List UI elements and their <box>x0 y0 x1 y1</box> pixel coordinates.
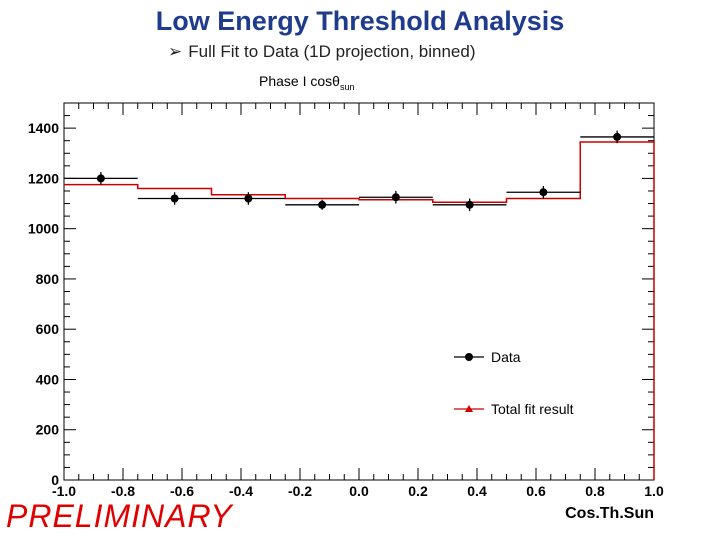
x-tick-label: 0.8 <box>585 483 605 499</box>
data-point <box>465 200 474 209</box>
slide-subtitle: ➢ Full Fit to Data (1D projection, binned… <box>168 42 476 62</box>
plot-frame <box>63 102 655 481</box>
data-point <box>539 188 548 197</box>
y-tick-label: 200 <box>36 422 60 438</box>
x-tick-label: -1.0 <box>52 483 76 499</box>
y-tick-label: 800 <box>36 271 60 287</box>
y-tick-label: 1400 <box>28 120 59 136</box>
y-tick-label: 0 <box>51 472 59 488</box>
bullet-arrow-icon: ➢ <box>168 42 183 61</box>
x-tick-label: 0.4 <box>467 483 487 499</box>
fit-step-line <box>64 141 655 480</box>
legend-data-marker <box>465 353 473 361</box>
y-tick-label: 400 <box>36 371 60 387</box>
legend-data-label: Data <box>491 349 521 365</box>
plot-title-main: Phase I cosθ <box>259 73 340 89</box>
y-tick-label: 1000 <box>28 221 59 237</box>
subtitle-text: Full Fit to Data (1D projection, binned) <box>188 42 476 61</box>
legend-fit-marker <box>465 405 473 412</box>
x-tick-label: 1.0 <box>644 483 664 499</box>
data-point <box>96 174 105 183</box>
legend-fit-label: Total fit result <box>491 401 574 417</box>
x-tick-label: 0.6 <box>526 483 546 499</box>
x-tick-label: -0.4 <box>229 483 253 499</box>
x-tick-label: -0.6 <box>170 483 194 499</box>
x-tick-label: -0.8 <box>111 483 135 499</box>
x-tick-label: 0.0 <box>349 483 369 499</box>
data-point <box>318 200 327 209</box>
data-point <box>613 132 622 141</box>
slide-title: Low Energy Threshold Analysis <box>155 6 565 36</box>
y-tick-label: 1200 <box>28 170 59 186</box>
plot-title: Phase I cosθsun <box>259 73 354 92</box>
x-tick-label: 0.2 <box>408 483 428 499</box>
preliminary-watermark: PRELIMINARY <box>6 498 233 534</box>
data-point <box>391 193 400 202</box>
y-tick-label: 600 <box>36 321 60 337</box>
x-axis-label: Cos.Th.Sun <box>565 505 654 522</box>
data-point <box>170 194 179 203</box>
plot-title-sub: sun <box>339 81 355 92</box>
x-tick-label: -0.2 <box>288 483 312 499</box>
data-point <box>244 194 253 203</box>
